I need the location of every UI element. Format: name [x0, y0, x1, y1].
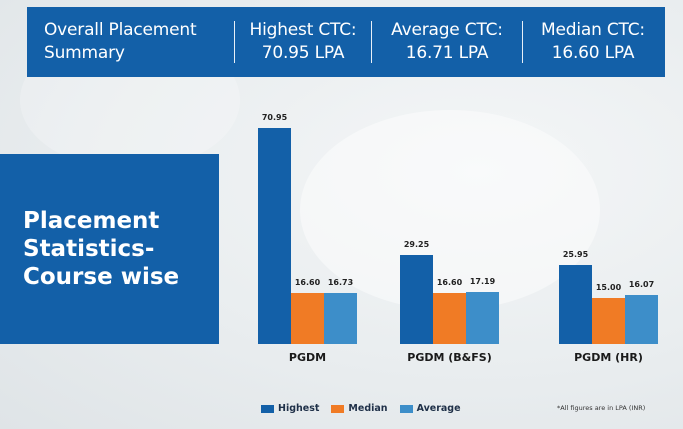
- chart-title-box: Placement Statistics- Course wise: [0, 154, 219, 344]
- bar-highest: [559, 265, 592, 344]
- highest-ctc-label: Highest CTC:: [249, 20, 357, 40]
- median-ctc-value: 16.60 LPA: [551, 43, 635, 63]
- bar-value-label: 29.25: [403, 240, 430, 249]
- category-label: PGDM: [288, 351, 327, 364]
- bar-highest: [258, 128, 291, 344]
- median-ctc-stat: Median CTC: 16.60 LPA: [522, 20, 663, 63]
- median-ctc-label: Median CTC:: [541, 20, 645, 40]
- bar-average: [324, 293, 357, 344]
- bar-value-label: 16.73: [327, 278, 354, 287]
- title-line3: Course wise: [23, 264, 180, 290]
- summary-title-line1: Overall Placement: [44, 20, 197, 40]
- bar-median: [433, 293, 466, 344]
- highest-ctc-value: 70.95 LPA: [261, 43, 345, 63]
- chart-legend: Highest Median Average: [261, 403, 473, 414]
- summary-title-line2: Summary: [44, 43, 125, 63]
- summary-title: Overall Placement Summary: [27, 20, 234, 63]
- background-shape: [300, 110, 600, 310]
- bar-value-label: 16.60: [436, 278, 463, 287]
- legend-item-highest: Highest: [261, 403, 319, 414]
- average-ctc-label: Average CTC:: [391, 20, 503, 40]
- bar-value-label: 25.95: [562, 250, 589, 259]
- legend-swatch-highest: [261, 404, 274, 413]
- legend-label-median: Median: [348, 403, 388, 414]
- bar-value-label: 17.19: [469, 277, 496, 286]
- title-line2: Statistics-: [23, 236, 155, 262]
- figures-note: *All figures are in LPA (INR): [557, 404, 646, 412]
- bar-average: [625, 295, 658, 344]
- legend-label-average: Average: [416, 403, 461, 414]
- average-ctc-stat: Average CTC: 16.71 LPA: [371, 20, 522, 63]
- legend-swatch-average: [399, 404, 413, 413]
- bar-value-label: 16.07: [628, 280, 655, 289]
- bar-value-label: 70.95: [261, 113, 288, 122]
- average-ctc-value: 16.71 LPA: [405, 43, 489, 63]
- legend-swatch-median: [331, 404, 345, 413]
- legend-label-highest: Highest: [278, 403, 320, 414]
- placement-summary-banner: Overall Placement Summary Highest CTC: 7…: [27, 7, 665, 77]
- legend-item-median: Median: [331, 403, 388, 414]
- bar-median: [592, 298, 625, 344]
- category-label: PGDM (B&FS): [407, 351, 492, 364]
- bar-value-label: 15.00: [595, 283, 622, 292]
- bar-average: [466, 292, 499, 344]
- category-label: PGDM (HR): [574, 351, 643, 364]
- highest-ctc-stat: Highest CTC: 70.95 LPA: [234, 20, 371, 63]
- bar-highest: [400, 255, 433, 344]
- title-line1: Placement: [23, 208, 160, 234]
- bar-value-label: 16.60: [294, 278, 321, 287]
- legend-item-average: Average: [399, 403, 461, 414]
- bar-median: [291, 293, 324, 344]
